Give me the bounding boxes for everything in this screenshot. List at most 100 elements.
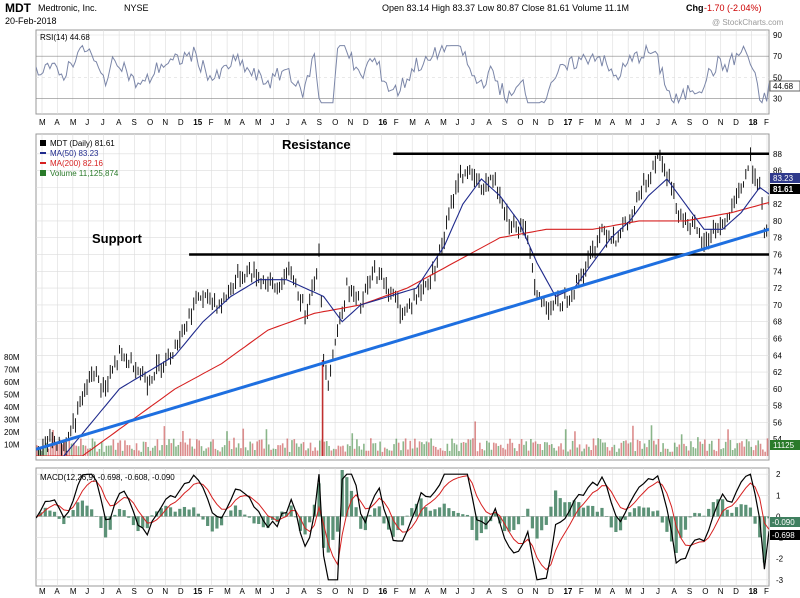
- month-tick-label: S: [317, 587, 322, 596]
- volume-bar: [295, 443, 298, 456]
- macd-histogram-bar: [182, 506, 187, 517]
- volume-bar: [397, 442, 400, 456]
- volume-bar: [73, 442, 75, 456]
- volume-bar: [653, 440, 655, 456]
- change-label: Chg: [686, 3, 704, 13]
- volume-bar: [713, 449, 715, 456]
- volume-bar: [432, 445, 435, 456]
- volume-bar: [527, 450, 530, 456]
- volume-bar: [325, 441, 328, 456]
- volume-bar: [690, 441, 692, 456]
- volume-bar: [648, 439, 650, 456]
- macd-histogram-bar: [192, 507, 196, 517]
- volume-bar: [256, 441, 258, 456]
- macd-histogram-bar: [340, 470, 344, 517]
- volume-bar: [356, 439, 358, 456]
- volume-bar: [66, 450, 68, 456]
- volume-bar: [516, 451, 518, 456]
- volume-bar: [133, 450, 136, 456]
- volume-bar: [103, 451, 105, 456]
- volume-bar: [221, 447, 224, 456]
- volume-bar: [518, 443, 521, 456]
- volume-bar: [124, 440, 126, 456]
- macd-histogram-bar: [526, 508, 530, 517]
- volume-bar: [585, 444, 588, 456]
- volume-bar: [578, 444, 581, 456]
- macd-histogram-bar: [637, 506, 641, 517]
- volume-bar: [759, 443, 762, 456]
- volume-tick-label: 10M: [4, 441, 20, 450]
- volume-bar: [140, 451, 142, 456]
- macd-histogram-bar: [753, 516, 757, 524]
- resistance-label: Resistance: [282, 137, 351, 152]
- month-tick-label: 15: [193, 587, 202, 596]
- volume-bar: [145, 441, 147, 456]
- month-tick-label: J: [270, 118, 274, 127]
- volume-bar: [634, 451, 637, 456]
- macd-histogram-bar: [656, 510, 660, 517]
- volume-bar: [520, 439, 523, 456]
- volume-bar: [388, 450, 391, 456]
- volume-bar: [472, 438, 474, 456]
- macd-histogram-bar: [688, 516, 692, 518]
- month-tick-label: M: [255, 118, 262, 127]
- volume-bar: [731, 449, 734, 456]
- volume-bar: [646, 447, 648, 456]
- macd-histogram-bar: [122, 510, 126, 517]
- month-tick-label: D: [178, 118, 184, 127]
- macd-histogram-bar: [178, 508, 182, 517]
- price-tick-label: 54: [773, 435, 782, 444]
- volume-bar: [383, 447, 386, 456]
- macd-histogram-bar: [201, 516, 205, 520]
- month-tick-label: A: [301, 118, 307, 127]
- volume-bar: [316, 450, 319, 456]
- volume-bar: [189, 438, 191, 456]
- chart-date: 20-Feb-2018: [5, 16, 57, 26]
- volume-bar: [261, 439, 263, 456]
- month-tick-label: M: [70, 587, 77, 596]
- volume-bar: [279, 445, 282, 456]
- month-tick-label: A: [671, 587, 677, 596]
- volume-bar: [469, 439, 472, 456]
- volume-bar: [502, 447, 504, 456]
- macd-histogram-bar: [99, 516, 103, 528]
- macd-histogram-bar: [707, 508, 711, 517]
- volume-bar: [237, 443, 240, 456]
- macd-line: [36, 473, 769, 581]
- macd-histogram-bar: [173, 511, 177, 517]
- volume-bar: [729, 440, 732, 456]
- volume-bar: [439, 448, 442, 456]
- price-tick-label: 56: [773, 418, 782, 427]
- macd-histogram-bar: [767, 516, 769, 519]
- month-tick-label: J: [85, 118, 89, 127]
- macd-last-tags: -0.090 -0.698: [770, 517, 800, 540]
- macd-histogram-bar: [683, 516, 688, 530]
- volume-bar: [196, 439, 198, 456]
- macd-histogram-bar: [433, 509, 437, 517]
- volume-bar: [560, 443, 562, 456]
- volume-bar: [332, 448, 335, 456]
- volume-bar: [673, 442, 676, 456]
- macd-histogram-bar: [605, 516, 609, 517]
- volume-bar: [365, 450, 367, 456]
- macd-histogram-bar: [331, 516, 335, 540]
- volume-bar: [608, 450, 611, 456]
- volume-bar: [497, 445, 500, 456]
- volume-bar: [309, 442, 312, 456]
- volume-bar: [476, 451, 479, 456]
- volume-bar: [138, 450, 140, 456]
- volume-bar: [323, 441, 326, 456]
- volume-bar: [717, 438, 720, 456]
- macd-histogram-bar: [530, 516, 534, 529]
- volume-bar: [525, 441, 528, 456]
- volume-bar: [701, 443, 704, 456]
- macd-histogram-bar: [396, 516, 400, 531]
- volume-bar: [56, 444, 59, 456]
- macd-histogram-bar: [62, 516, 66, 525]
- volume-bar: [481, 449, 483, 456]
- macd-histogram-bar: [438, 507, 442, 517]
- volume-bar: [112, 439, 115, 456]
- volume-bar: [291, 440, 293, 456]
- macd-histogram-bar: [553, 490, 558, 517]
- volume-tick-label: 50M: [4, 391, 20, 400]
